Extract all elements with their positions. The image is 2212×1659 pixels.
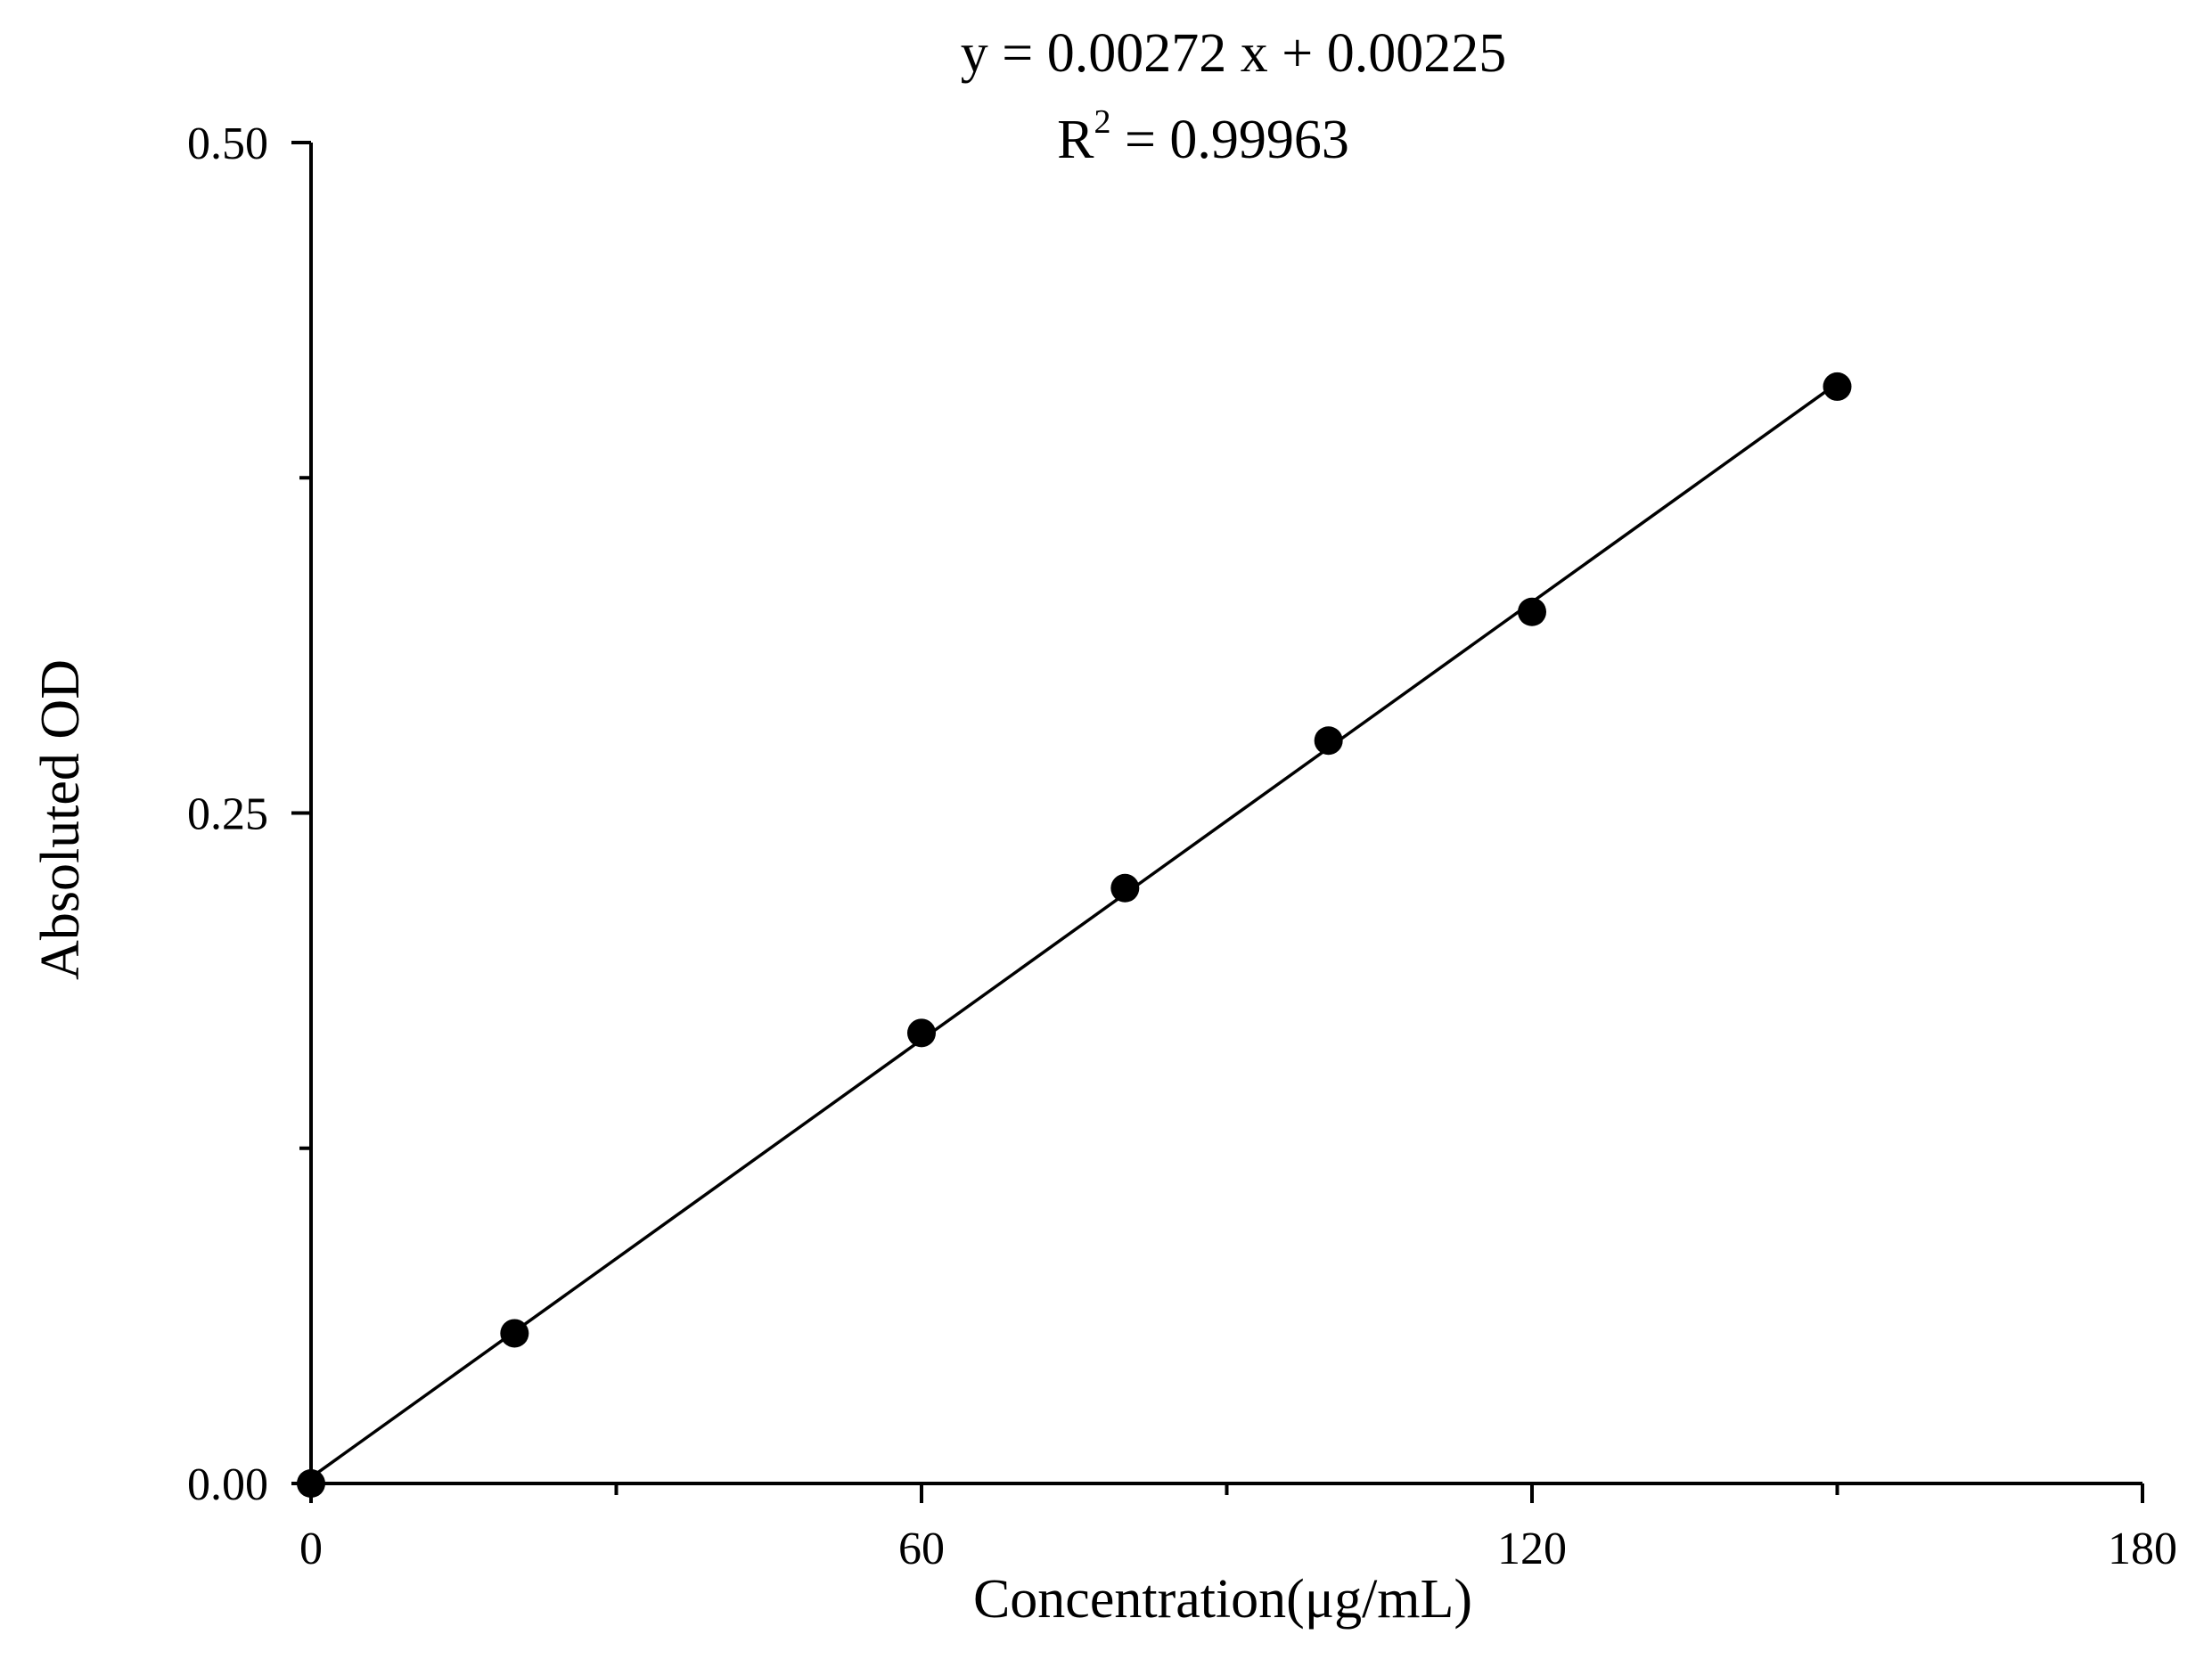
y-tick-label: 0.25 <box>187 789 268 840</box>
data-point <box>1110 873 1140 903</box>
data-point <box>297 1469 325 1498</box>
ticks: 0 60 120 180 0.00 0.25 0.50 <box>187 118 2177 1574</box>
fit-equation: y = 0.00272 x + 0.00225 <box>961 23 1506 84</box>
data-point <box>907 1018 936 1048</box>
fit-line <box>309 381 1839 1479</box>
r-squared-value: = 0.99963 <box>1110 110 1348 170</box>
y-axis-title: Absoluted OD <box>30 659 91 980</box>
data-point <box>1314 726 1343 756</box>
data-point <box>500 1319 529 1348</box>
fit-annotation: y = 0.00272 x + 0.00225 R2 = 0.99963 <box>961 23 1506 170</box>
y-tick-label: 0.00 <box>187 1459 268 1510</box>
r-squared: R2 = 0.99963 <box>1057 103 1349 170</box>
y-tick-label: 0.50 <box>187 118 268 169</box>
data-point <box>1518 597 1546 626</box>
x-tick-label: 60 <box>898 1524 945 1574</box>
x-axis-title: Concentration(μg/mL) <box>973 1569 1472 1630</box>
x-tick-label: 120 <box>1497 1524 1567 1574</box>
data-point <box>1823 372 1852 401</box>
fit-line-group <box>309 381 1839 1479</box>
data-points <box>297 372 1852 1498</box>
r-squared-symbol: R <box>1057 110 1094 170</box>
r-squared-exponent: 2 <box>1094 103 1110 141</box>
x-tick-label: 0 <box>299 1524 323 1574</box>
x-tick-label: 180 <box>2108 1524 2177 1574</box>
